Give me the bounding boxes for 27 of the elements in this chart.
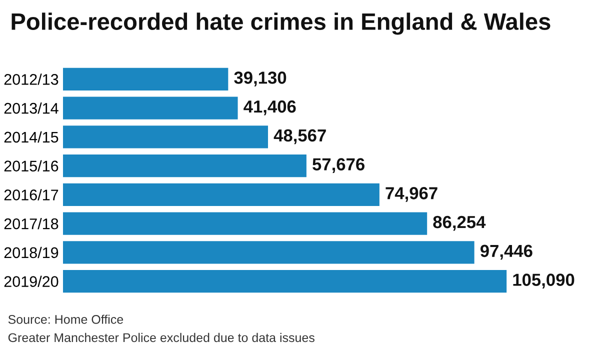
- y-tick-label: 2013/14: [4, 102, 58, 114]
- data-label: 74,967: [386, 187, 438, 202]
- data-label: 97,446: [480, 244, 532, 260]
- data-label: 39,130: [234, 72, 286, 86]
- bar: [63, 270, 507, 293]
- bar: [63, 183, 380, 206]
- y-tick-label: 2016/17: [4, 189, 58, 200]
- bar: [63, 212, 428, 235]
- y-tick-label: 2019/20: [4, 276, 58, 287]
- y-tick-label: 2017/18: [4, 218, 58, 230]
- chart-title: Police-recorded hate crimes in England & Wales: [12, 12, 550, 35]
- y-tick-label: 2012/13: [4, 74, 58, 85]
- data-label: 57,676: [312, 158, 364, 173]
- bar: [63, 241, 474, 264]
- bar: [63, 154, 306, 178]
- y-tick-label: 2018/19: [4, 246, 58, 258]
- source-note: Source: Home Office: [8, 314, 124, 324]
- y-tick-label: 2014/15: [4, 131, 58, 143]
- data-label: 86,254: [433, 216, 486, 231]
- data-label: 48,567: [274, 129, 326, 144]
- y-tick-label: 2015/16: [4, 160, 58, 172]
- data-label: 41,406: [244, 100, 296, 116]
- text: Greater Manchester Police excluded due to data issues: [8, 332, 314, 342]
- bar: [63, 68, 228, 90]
- bar: [63, 126, 268, 148]
- bar: [63, 96, 238, 120]
- data-label: 105,090: [513, 274, 574, 288]
